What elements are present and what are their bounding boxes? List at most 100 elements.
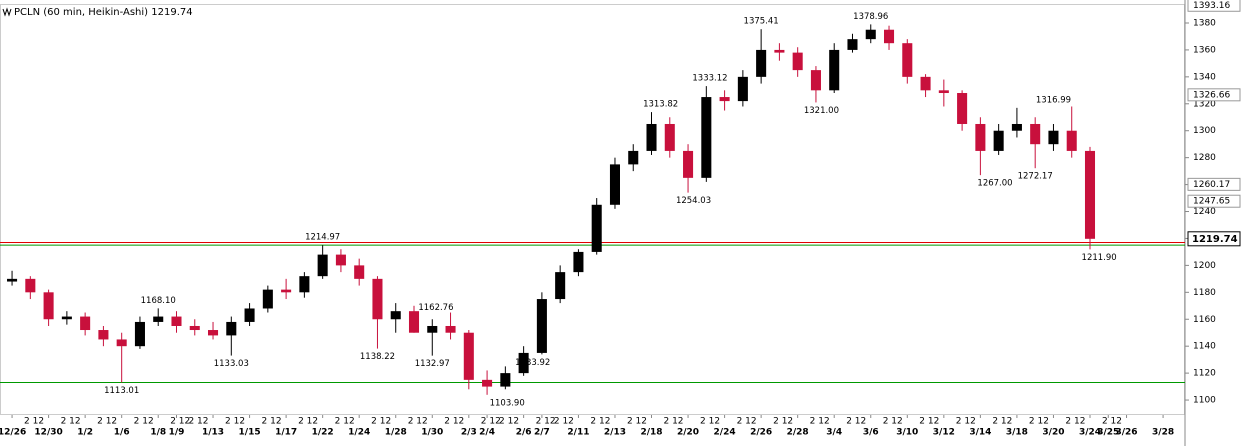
price-marker-label: 1326.66	[1193, 90, 1230, 100]
candle-body	[847, 39, 858, 50]
price-marker-box	[1187, 177, 1241, 191]
x-tick-label: 3/24	[1079, 428, 1101, 438]
ticker-icon	[2, 7, 12, 17]
hour-label: 2 12	[24, 417, 44, 427]
candle-body	[7, 278, 18, 282]
candle-body	[975, 123, 986, 151]
y-tick-label: 1160	[1193, 315, 1216, 325]
candle-body	[335, 254, 346, 266]
annotation: 1168.10	[141, 296, 176, 306]
x-tick-label: 3/28	[1152, 428, 1174, 438]
price-marker-box	[1187, 88, 1241, 102]
x-tick-label: 1/24	[348, 428, 370, 438]
candle-body	[938, 90, 949, 94]
annotation: 1254.03	[676, 196, 711, 206]
x-tick-label: 3/20	[1042, 428, 1064, 438]
hour-label: 2 12	[919, 417, 939, 427]
x-tick-label: 1/2	[77, 428, 93, 438]
x-tick-label: 12/26	[0, 428, 26, 438]
y-tick-label: 1280	[1193, 153, 1216, 163]
y-tick-label: 1100	[1193, 396, 1216, 406]
candle-body	[628, 150, 639, 165]
y-tick-label: 1120	[1193, 369, 1216, 379]
hour-label: 2 12	[225, 417, 245, 427]
hour-label: 2 12	[499, 417, 519, 427]
candle-body	[408, 311, 420, 333]
candle-body	[1084, 150, 1096, 239]
candle-body	[134, 321, 145, 347]
hour-label: 2 12	[846, 417, 866, 427]
candle-body	[372, 278, 383, 320]
hour-label: 2 12	[262, 417, 282, 427]
x-tick-label: 2/4	[479, 428, 495, 438]
price-marker-box	[1187, 194, 1241, 208]
x-tick-label: 1/28	[385, 428, 407, 438]
hour-label: 2 12	[663, 417, 683, 427]
hour-label: 2 12	[554, 417, 574, 427]
candle-body	[208, 330, 219, 336]
hour-label: 2 12	[627, 417, 647, 427]
candle-body	[262, 289, 273, 309]
x-tick-label: 3/14	[969, 428, 991, 438]
x-tick-label: 1/22	[312, 428, 334, 438]
candle-body	[737, 76, 748, 102]
hour-label: 2 12	[170, 417, 190, 427]
price-marker-label: 1260.17	[1193, 180, 1230, 190]
candle-body	[591, 204, 602, 252]
candle-body	[299, 276, 310, 293]
annotation: 1375.41	[744, 17, 779, 27]
annotation: 1132.97	[415, 359, 450, 369]
hour-label: 2 12	[536, 417, 556, 427]
hour-label: 2 12	[335, 417, 355, 427]
annotation: 1321.00	[804, 106, 839, 116]
x-tick-label: 2/3	[461, 428, 477, 438]
hour-label: 2 12	[61, 417, 81, 427]
x-tick-label: 2/7	[534, 428, 550, 438]
candle-body	[865, 29, 876, 40]
hour-label: 2 12	[444, 417, 464, 427]
candle-body	[993, 130, 1004, 151]
hour-label: 2 12	[737, 417, 757, 427]
annotation: 1211.90	[1082, 253, 1117, 263]
price-marker-label: 1393.16	[1193, 1, 1230, 11]
y-tick-label: 1340	[1193, 72, 1216, 82]
x-tick-label: 2/11	[567, 428, 589, 438]
hour-label: 2 12	[97, 417, 117, 427]
hour-label: 2 12	[134, 417, 154, 427]
y-tick-label: 1140	[1193, 342, 1216, 352]
x-tick-label: 2/28	[787, 428, 809, 438]
x-tick-label: 3/26	[1115, 428, 1137, 438]
candle-body	[25, 278, 36, 293]
candle-body	[664, 123, 675, 151]
chart-title: PCLN (60 min, Heikin-Ashi) 1219.74	[14, 7, 193, 18]
candle-body	[116, 339, 127, 347]
candle-body	[792, 52, 803, 71]
candle-body	[810, 70, 821, 91]
candle-body	[43, 292, 54, 320]
candle-body	[500, 373, 511, 387]
hour-label: 2 12	[810, 417, 830, 427]
candle-body	[244, 308, 255, 322]
candle-body	[80, 316, 91, 331]
hour-label: 2 12	[590, 417, 610, 427]
annotation: 1316.99	[1036, 95, 1071, 105]
annotation: 1333.12	[692, 74, 727, 84]
candle-body	[427, 325, 438, 333]
candle-body	[719, 97, 730, 102]
hour-label: 2 12	[773, 417, 793, 427]
hour-label: 2 12	[481, 417, 501, 427]
candle-body	[902, 43, 913, 77]
hour-label: 2 12	[298, 417, 318, 427]
hour-label: 2 12	[1065, 417, 1085, 427]
x-tick-label: 3/6	[863, 428, 879, 438]
x-tick-label: 3/4	[826, 428, 842, 438]
hour-label: 2 12	[1029, 417, 1049, 427]
last-price-label: 1219.74	[1192, 234, 1238, 245]
candle-body	[701, 97, 712, 178]
candle-body	[1030, 123, 1041, 145]
hour-label: 2 12	[992, 417, 1012, 427]
hour-label: 2 12	[371, 417, 391, 427]
candle-body	[683, 150, 694, 178]
hour-label: 2 12	[956, 417, 976, 427]
x-tick-label: 3/12	[933, 428, 955, 438]
